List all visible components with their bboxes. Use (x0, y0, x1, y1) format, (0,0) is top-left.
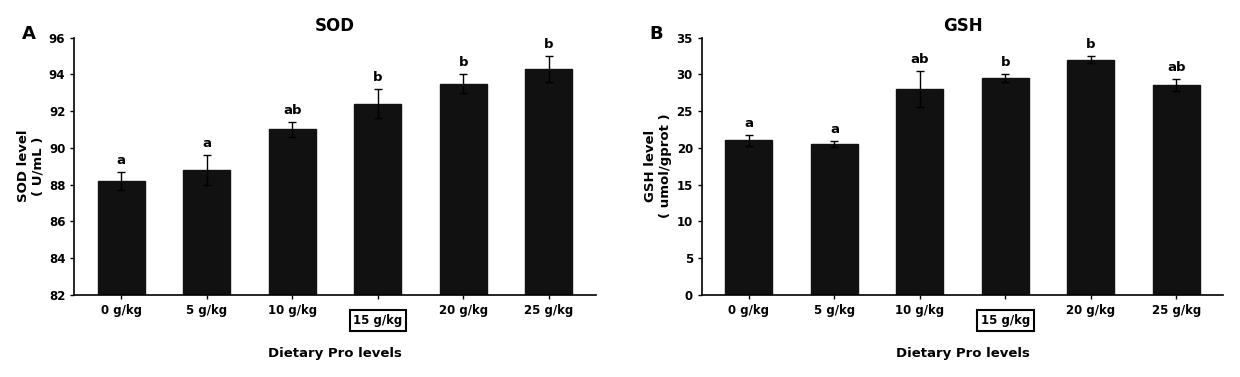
Bar (1153, 85, 1200, 295)
X-axis label: Dietary Pro levels: Dietary Pro levels (268, 347, 402, 360)
Bar (982, 78, 1029, 295)
Bar (725, 141, 773, 295)
Bar (98, 181, 145, 377)
Bar (440, 84, 487, 377)
X-axis label: Dietary Pro levels: Dietary Pro levels (895, 347, 1029, 360)
Text: ab: ab (283, 104, 301, 117)
Text: b: b (459, 56, 467, 69)
Text: b: b (373, 71, 383, 84)
Text: a: a (117, 153, 126, 167)
Y-axis label: SOD level
( U/mL ): SOD level ( U/mL ) (16, 130, 45, 202)
Bar (897, 89, 944, 295)
Bar (184, 170, 231, 377)
Bar (269, 129, 316, 377)
Bar (1068, 60, 1115, 295)
Bar (526, 69, 572, 377)
Text: a: a (202, 137, 211, 150)
Text: A: A (22, 25, 36, 43)
Text: B: B (650, 25, 663, 43)
Text: ab: ab (910, 52, 929, 66)
Text: ab: ab (1167, 61, 1185, 74)
Title: GSH: GSH (942, 17, 982, 35)
Text: b: b (1001, 56, 1011, 69)
Title: SOD: SOD (315, 17, 355, 35)
Text: a: a (830, 123, 839, 136)
Y-axis label: GSH level
( umol/gprot ): GSH level ( umol/gprot ) (645, 114, 672, 219)
Text: 15 g/kg: 15 g/kg (353, 314, 403, 327)
Text: 15 g/kg: 15 g/kg (981, 314, 1030, 327)
Bar (355, 104, 402, 377)
Text: a: a (744, 117, 754, 130)
Text: b: b (1086, 38, 1096, 51)
Bar (811, 144, 858, 295)
Text: b: b (544, 38, 553, 51)
